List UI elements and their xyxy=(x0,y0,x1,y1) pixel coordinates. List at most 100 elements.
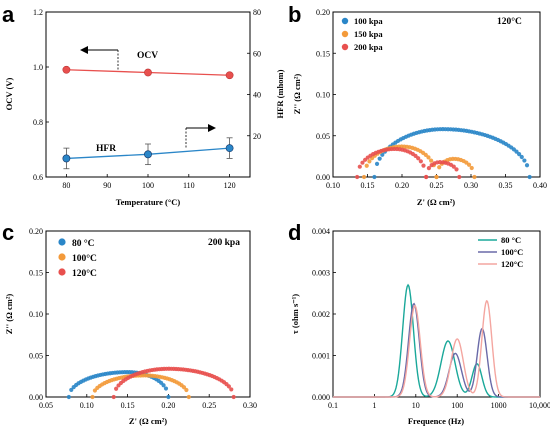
x-tick-label: 1 xyxy=(372,401,376,410)
impedance-point xyxy=(229,387,234,392)
impedance-point xyxy=(114,386,119,391)
panel-a: a 80 90 100 110 120 0.6 0.8 1.0 1.2 20 40 60 80 Temp… xyxy=(2,2,285,207)
x-tick-label: 100 xyxy=(451,401,463,410)
panel-c-ylabel: Z'' (Ω cm²) xyxy=(4,294,14,335)
impedance-point xyxy=(451,164,456,169)
legend-marker-200kpa xyxy=(341,43,349,51)
legend-label-80c: 80 °C xyxy=(72,238,95,249)
panel-c-legend: 80 °C 100°C 120°C xyxy=(58,238,97,279)
impedance-point xyxy=(517,151,522,157)
impedance-point xyxy=(357,164,362,169)
ocv-annotation: OCV xyxy=(137,51,158,61)
impedance-point xyxy=(226,384,231,389)
x-tick-label: 0.25 xyxy=(202,401,216,410)
x-tick-label: 0.30 xyxy=(243,401,257,410)
legend-marker-80c xyxy=(58,238,66,246)
legend-label-150kpa: 150 kpa xyxy=(354,29,383,39)
impedance-point xyxy=(426,165,432,171)
panel-c-annotation: 200 kpa xyxy=(208,238,240,248)
y-tick-label: 0.15 xyxy=(29,269,43,278)
y-tick-label: 0.10 xyxy=(29,310,43,319)
impedance-point xyxy=(184,387,189,393)
y-tick-label: 0.00 xyxy=(316,173,330,182)
legend-marker-150kpa xyxy=(341,30,349,38)
impedance-point xyxy=(90,394,95,400)
impedance-point xyxy=(372,174,377,180)
panel-a-xlabel: Temperature (°C) xyxy=(116,197,181,207)
x-tick-label: 0.20 xyxy=(161,401,175,410)
impedance-point xyxy=(66,394,71,400)
panel-d-xlabel: Frequence (Hz) xyxy=(408,416,464,426)
hfr-point xyxy=(144,150,152,159)
drt-curve xyxy=(333,283,540,398)
x-tick-label: 110 xyxy=(183,181,195,190)
panel-b-xlabel: Z' (Ω cm²) xyxy=(417,197,455,207)
x-tick-label: 0.20 xyxy=(395,181,409,190)
impedance-point xyxy=(355,174,360,180)
panel-a-ylabel: OCV (V) xyxy=(4,78,14,111)
impedance-point xyxy=(423,152,428,157)
y-tick-label: 0.00 xyxy=(29,393,43,402)
panel-b-legend: 100 kpa 150 kpa 200 kpa xyxy=(341,16,383,52)
impedance-point xyxy=(429,158,434,163)
y-tick-label: 0.8 xyxy=(33,118,43,127)
y-tick-label: 0.05 xyxy=(29,352,43,361)
y-right-tick-label: 40 xyxy=(253,91,261,100)
impedance-point xyxy=(416,156,421,161)
y-tick-label: 0.10 xyxy=(316,91,330,100)
impedance-point xyxy=(421,163,426,168)
ocv-point xyxy=(144,68,152,77)
panel-d-label: d xyxy=(288,220,301,245)
impedance-point xyxy=(69,387,74,393)
panel-b-label: b xyxy=(288,2,301,27)
legend-marker-120c xyxy=(58,268,66,276)
impedance-point xyxy=(424,174,429,180)
y-right-tick-label: 20 xyxy=(253,132,261,141)
impedance-point xyxy=(524,163,530,168)
x-tick-label: 90 xyxy=(103,181,111,190)
panel-c-label: c xyxy=(2,220,14,245)
impedance-point xyxy=(181,385,187,390)
y-right-tick-label: 80 xyxy=(253,8,261,17)
impedance-point xyxy=(469,165,474,171)
x-tick-label: 0.25 xyxy=(430,181,444,190)
impedance-point xyxy=(163,386,169,391)
impedance-point xyxy=(111,394,116,400)
impedance-point xyxy=(457,174,462,180)
x-tick-label: 0.40 xyxy=(533,181,547,190)
ocv-point xyxy=(62,65,71,74)
impedance-point xyxy=(466,162,472,167)
legend-label-100c: 100°C xyxy=(72,253,97,264)
impedance-point xyxy=(361,174,367,180)
y-tick-label: 0.002 xyxy=(312,310,330,319)
panel-d-ylabel: τ (ohm s⁻¹) xyxy=(290,294,300,334)
legend-label-120c: 120°C xyxy=(72,268,97,279)
impedance-point xyxy=(522,158,527,163)
hfr-point xyxy=(225,144,234,153)
impedance-point xyxy=(527,174,532,180)
legend-label-100c: 100°C xyxy=(501,247,523,257)
legend-marker-100c xyxy=(58,253,66,261)
impedance-point xyxy=(418,159,423,164)
x-tick-label: 0.10 xyxy=(326,181,340,190)
x-tick-label: 0.15 xyxy=(361,181,375,190)
panel-b: b 0.10 0.15 0.20 0.25 0.30 0.35 0.40 0.00 0.05 0.… xyxy=(288,2,547,207)
impedance-point xyxy=(377,156,382,161)
panel-c: c 0.05 0.10 0.15 0.20 0.25 0.300.000.050.100.… xyxy=(2,220,257,426)
impedance-point xyxy=(454,167,459,172)
impedance-point xyxy=(426,155,431,160)
panel-d: d 0.1 1 10 100 1000 10,000 0.000 0.001 0.002 0.00… xyxy=(288,220,550,426)
y-tick-label: 1.2 xyxy=(33,8,43,17)
impedance-point xyxy=(519,154,524,160)
y-tick-label: 0.15 xyxy=(316,49,330,58)
x-tick-label: 10 xyxy=(412,401,420,410)
ocv-arrow-annotation: OCV xyxy=(80,46,158,71)
hfr-annotation: HFR xyxy=(96,144,116,154)
legend-label-200kpa: 200 kpa xyxy=(354,42,383,52)
y-tick-label: 0.004 xyxy=(312,227,330,236)
x-tick-label: 100 xyxy=(142,181,154,190)
y-tick-label: 0.001 xyxy=(312,352,330,361)
y-tick-label: 0.20 xyxy=(316,8,330,17)
ocv-point xyxy=(225,71,234,80)
